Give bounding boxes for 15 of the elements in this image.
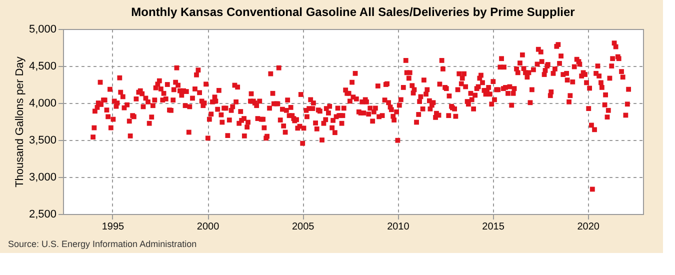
y-tick-label: 2,500 [28,208,56,220]
x-tick-label: 1995 [102,222,124,232]
x-tick-label: 2010 [387,222,410,232]
y-axis-title: Thousand Gallons per Day [14,56,26,188]
x-tick-label: 2000 [196,222,220,232]
y-tick-label: 3,500 [28,134,56,146]
x-tick-label: 2020 [577,222,600,232]
chart-title: Monthly Kansas Conventional Gasoline All Sales/Deliveries by Prime Supplier [131,5,576,19]
y-tick-label: 5,000 [28,24,56,36]
source-note: Source: U.S. Energy Information Administration [8,239,197,249]
y-tick-label: 4,000 [28,98,56,110]
x-tick-label: 2015 [482,222,505,232]
y-tick-label: 3,000 [28,172,56,184]
y-tick-label: 4,500 [28,60,56,72]
x-tick-label: 2005 [292,222,315,232]
